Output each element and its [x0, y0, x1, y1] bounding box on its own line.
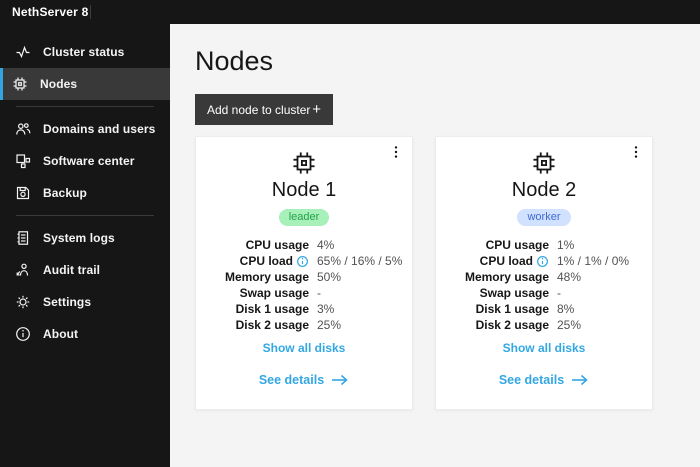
- stat-label: Disk 1 usage: [235, 302, 309, 316]
- stat-row-memory-usage: Memory usage 48%: [446, 270, 642, 285]
- stat-value: 25%: [557, 318, 582, 332]
- info-icon: [15, 326, 31, 342]
- stat-label: CPU usage: [245, 238, 309, 252]
- information-icon[interactable]: [296, 255, 309, 268]
- stat-value: 48%: [557, 270, 582, 284]
- sidebar-item-cluster-status[interactable]: Cluster status: [0, 36, 170, 68]
- user-activity-icon: [15, 262, 31, 278]
- gear-icon: [15, 294, 31, 310]
- node-stats: CPU usage 4% CPU load 65% / 16% / 5% Mem…: [206, 238, 402, 333]
- sidebar-item-label: System logs: [43, 231, 115, 245]
- sidebar-item-label: Cluster status: [43, 45, 125, 59]
- stat-row-cpu-usage: CPU usage 1%: [446, 238, 642, 253]
- brand-title[interactable]: NethServer 8: [12, 5, 89, 19]
- add-node-button-label: Add node to cluster: [207, 102, 311, 117]
- stat-value: 65% / 16% / 5%: [317, 254, 403, 268]
- show-all-disks-link[interactable]: Show all disks: [262, 341, 346, 355]
- stat-row-disk1-usage: Disk 1 usage 8%: [446, 302, 642, 317]
- sidebar-divider: [16, 215, 154, 216]
- node-card-2: Node 2 worker CPU usage 1% CPU load 1% /…: [435, 136, 653, 410]
- see-details-link[interactable]: See details: [259, 373, 349, 387]
- main-content: Nodes Add node to cluster + Node 1: [170, 24, 700, 467]
- sidebar-item-settings[interactable]: Settings: [0, 286, 170, 318]
- information-icon[interactable]: [536, 255, 549, 268]
- stat-row-swap-usage: Swap usage -: [206, 286, 402, 301]
- chip-icon: [12, 76, 28, 92]
- stat-label: Disk 2 usage: [475, 318, 549, 332]
- chip-icon: [531, 150, 557, 176]
- chip-icon: [291, 150, 317, 176]
- node-title: Node 2: [511, 179, 577, 201]
- sidebar-item-audit-trail[interactable]: Audit trail: [0, 254, 170, 286]
- notebook-icon: [15, 230, 31, 246]
- sidebar-item-software-center[interactable]: Software center: [0, 145, 170, 177]
- activity-icon: [15, 44, 31, 60]
- see-details-label: See details: [498, 373, 565, 387]
- software-icon: [15, 153, 31, 169]
- plus-icon: +: [312, 101, 321, 118]
- sidebar-item-about[interactable]: About: [0, 318, 170, 350]
- status-badge: leader: [278, 209, 330, 226]
- sidebar-item-label: Audit trail: [43, 263, 101, 277]
- stat-row-cpu-load: CPU load 1% / 1% / 0%: [446, 254, 642, 269]
- sidebar-item-backup[interactable]: Backup: [0, 177, 170, 209]
- node-title: Node 1: [271, 179, 337, 201]
- node-stats: CPU usage 1% CPU load 1% / 1% / 0% Memor…: [446, 238, 642, 333]
- stat-row-memory-usage: Memory usage 50%: [206, 270, 402, 285]
- show-all-disks-link[interactable]: Show all disks: [502, 341, 586, 355]
- save-icon: [15, 185, 31, 201]
- stat-value: 3%: [317, 302, 335, 316]
- sidebar-item-domains-and-users[interactable]: Domains and users: [0, 113, 170, 145]
- status-badge: worker: [517, 209, 571, 226]
- top-header-bar: NethServer 8: [0, 0, 700, 24]
- overflow-menu-icon[interactable]: [628, 144, 644, 160]
- sidebar-item-label: About: [43, 327, 79, 341]
- sidebar-item-label: Nodes: [40, 77, 78, 91]
- stat-row-disk1-usage: Disk 1 usage 3%: [206, 302, 402, 317]
- node-card-1: Node 1 leader CPU usage 4% CPU load 65% …: [195, 136, 413, 410]
- sidebar-item-label: Settings: [43, 295, 92, 309]
- add-node-to-cluster-button[interactable]: Add node to cluster +: [195, 94, 333, 125]
- stat-label: Memory usage: [224, 270, 309, 284]
- see-details-label: See details: [258, 373, 325, 387]
- stat-label: Memory usage: [464, 270, 549, 284]
- sidebar-item-system-logs[interactable]: System logs: [0, 222, 170, 254]
- sidebar-item-nodes[interactable]: Nodes: [0, 68, 170, 100]
- header-divider: [90, 5, 91, 19]
- stat-label: CPU load: [479, 254, 533, 268]
- stat-value: -: [317, 286, 321, 300]
- sidebar-divider: [16, 106, 154, 107]
- stat-label: CPU usage: [485, 238, 549, 252]
- sidebar-item-label: Domains and users: [43, 122, 156, 136]
- stat-value: -: [557, 286, 561, 300]
- stat-label: Disk 2 usage: [235, 318, 309, 332]
- sidebar-item-label: Backup: [43, 186, 87, 200]
- stat-value: 25%: [317, 318, 342, 332]
- stat-row-disk2-usage: Disk 2 usage 25%: [206, 318, 402, 333]
- stat-row-disk2-usage: Disk 2 usage 25%: [446, 318, 642, 333]
- stat-label: CPU load: [239, 254, 293, 268]
- stat-row-cpu-load: CPU load 65% / 16% / 5%: [206, 254, 403, 269]
- see-details-link[interactable]: See details: [499, 373, 589, 387]
- overflow-menu-icon[interactable]: [388, 144, 404, 160]
- arrow-right-icon: [572, 374, 588, 386]
- stat-label: Disk 1 usage: [475, 302, 549, 316]
- stat-row-swap-usage: Swap usage -: [446, 286, 642, 301]
- stat-value: 1%: [557, 238, 575, 252]
- node-cards-row: Node 1 leader CPU usage 4% CPU load 65% …: [195, 136, 700, 410]
- arrow-right-icon: [332, 374, 348, 386]
- stat-value: 4%: [317, 238, 335, 252]
- sidebar-item-label: Software center: [43, 154, 135, 168]
- stat-row-cpu-usage: CPU usage 4%: [206, 238, 402, 253]
- sidebar-nav: Cluster status Nodes Domains and users: [0, 24, 170, 467]
- users-icon: [15, 121, 31, 137]
- stat-value: 50%: [317, 270, 342, 284]
- stat-value: 1% / 1% / 0%: [557, 254, 630, 268]
- stat-label: Swap usage: [239, 286, 309, 300]
- stat-label: Swap usage: [479, 286, 549, 300]
- stat-value: 8%: [557, 302, 575, 316]
- page-title: Nodes: [195, 46, 274, 76]
